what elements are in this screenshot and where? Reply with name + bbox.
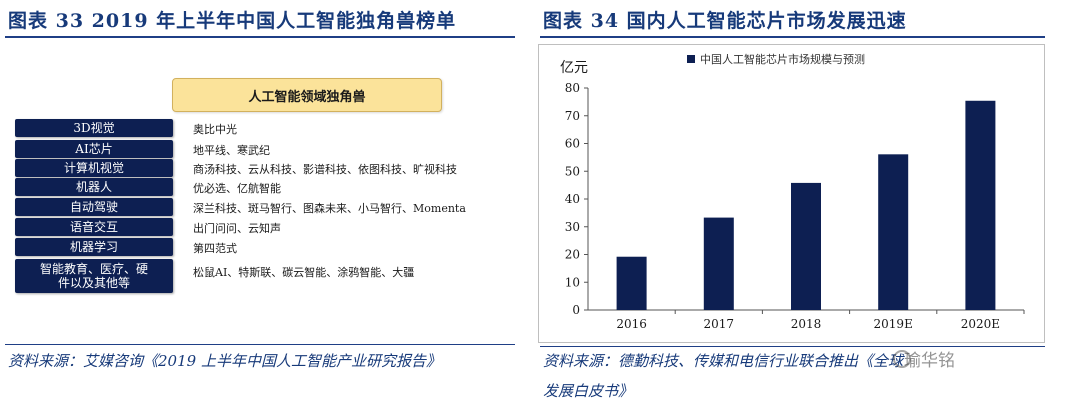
category-label: 机器人 [15, 178, 173, 196]
y-tick-label: 50 [565, 164, 580, 178]
bar [791, 182, 821, 310]
category-label: 计算机视觉 [15, 159, 173, 177]
y-tick-label: 70 [565, 109, 580, 123]
y-axis-label: 亿元 [560, 60, 588, 76]
plot-area: 0 10 20 30 40 50 60 70 80 2016 2017 2018 2019E 2020E [565, 81, 1025, 331]
right-source-rule [540, 346, 1045, 347]
watermark: 瑜华铭 [904, 351, 955, 371]
x-tick-label: 2016 [616, 317, 647, 331]
y-tick-label: 40 [565, 192, 580, 206]
x-tick-label: 2019E [874, 317, 913, 331]
company-list: 松鼠AI、特斯联、碳云智能、涂鸦智能、大疆 [193, 266, 415, 279]
x-tick-label: 2020E [961, 317, 1000, 331]
y-tick-label: 20 [565, 248, 580, 262]
company-list: 深兰科技、斑马智行、图森未来、小马智行、Momenta [193, 202, 466, 215]
bar [878, 154, 909, 310]
company-list: 地平线、寒武纪 [193, 144, 270, 157]
company-list: 第四范式 [193, 242, 237, 255]
y-tick-label: 80 [565, 81, 580, 95]
legend-swatch [687, 55, 695, 63]
market-size-chart: 亿元 中国人工智能芯片市场规模与预测 0 10 20 30 40 50 60 70 80 2016… [538, 44, 1045, 343]
y-tick-label: 0 [572, 303, 580, 317]
bar [965, 100, 996, 310]
left-source-rule [5, 344, 515, 345]
y-tick-label: 10 [565, 275, 580, 289]
company-list: 商汤科技、云从科技、影谱科技、依图科技、旷视科技 [193, 163, 457, 176]
y-tick-label: 30 [565, 220, 580, 234]
x-tick-label: 2018 [791, 317, 822, 331]
company-list: 出门问问、云知声 [193, 222, 281, 235]
right-panel-title: 图表 34 国内人工智能芯片市场发展迅速 [543, 10, 907, 32]
company-list: 奥比中光 [193, 123, 237, 136]
x-tick-label: 2017 [704, 317, 735, 331]
right-title-rule [540, 36, 1045, 38]
category-label: AI芯片 [15, 140, 173, 158]
category-label: 语音交互 [15, 218, 173, 236]
left-panel-title: 图表 33 2019 年上半年中国人工智能独角兽榜单 [8, 10, 457, 32]
left-title-rule [5, 36, 515, 38]
category-label: 智能教育、医疗、硬件以及其他等 [15, 259, 173, 293]
company-list: 优必选、亿航智能 [193, 182, 281, 195]
bar [616, 256, 647, 310]
right-source-line2: 发展白皮书》 [543, 382, 634, 400]
category-label: 机器学习 [15, 238, 173, 256]
category-label: 3D视觉 [15, 119, 173, 137]
right-source-line1: 资料来源：德勤科技、传媒和电信行业联合推出《全球 [543, 352, 904, 370]
left-source: 资料来源：艾媒咨询《2019 上半年中国人工智能产业研究报告》 [8, 352, 441, 370]
legend-label: 中国人工智能芯片市场规模与预测 [700, 52, 865, 66]
bar [703, 217, 734, 310]
category-label: 自动驾驶 [15, 198, 173, 216]
unicorn-header: 人工智能领域独角兽 [172, 78, 442, 112]
y-tick-label: 60 [565, 137, 580, 151]
wechat-icon [893, 350, 911, 368]
